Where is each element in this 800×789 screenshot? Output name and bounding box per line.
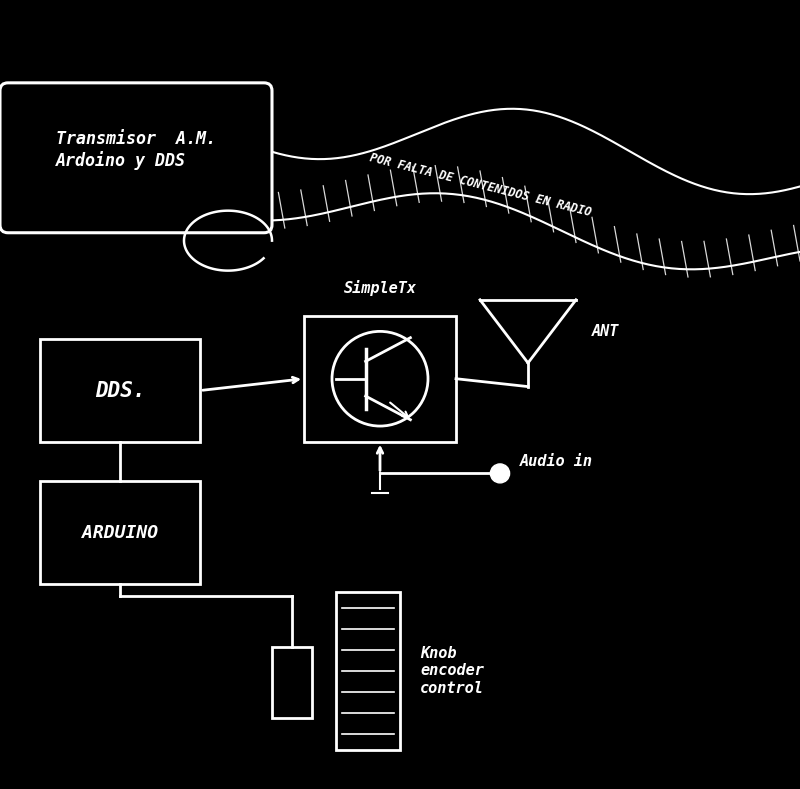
FancyBboxPatch shape bbox=[0, 83, 272, 233]
Text: ARDUINO: ARDUINO bbox=[82, 524, 158, 541]
Bar bbox=[40, 339, 200, 442]
Text: SimpleTx: SimpleTx bbox=[343, 280, 417, 296]
Text: Transmisor  A.M.
Ardoino y DDS: Transmisor A.M. Ardoino y DDS bbox=[56, 130, 216, 170]
Bar bbox=[272, 647, 312, 718]
Circle shape bbox=[332, 331, 428, 426]
Text: ANT: ANT bbox=[592, 323, 619, 339]
Text: POR FALTA DE CONTENIDOS EN RADIO: POR FALTA DE CONTENIDOS EN RADIO bbox=[368, 151, 592, 219]
Bar bbox=[304, 316, 456, 442]
Text: Knob
encoder
control: Knob encoder control bbox=[420, 645, 484, 696]
Bar bbox=[336, 592, 400, 750]
Text: DDS.: DDS. bbox=[94, 380, 146, 401]
Text: Audio in: Audio in bbox=[520, 454, 593, 469]
Bar bbox=[40, 481, 200, 584]
Circle shape bbox=[490, 464, 510, 483]
